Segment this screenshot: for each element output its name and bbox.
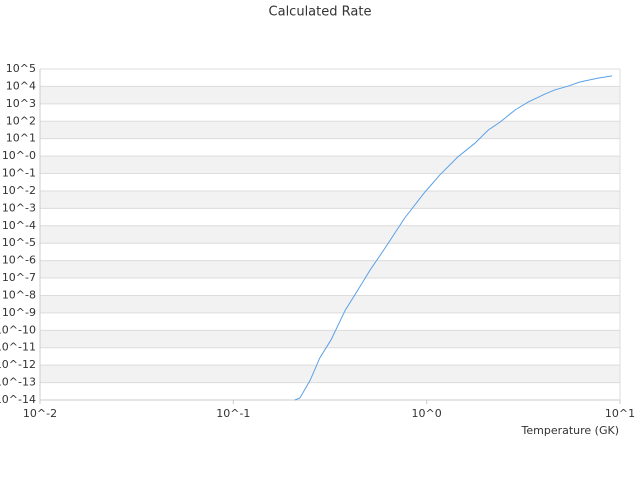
y-tick-label: 10^-4	[2, 219, 36, 232]
y-tick-label: 10^-9	[2, 306, 36, 319]
x-tick-label: 10^0	[412, 407, 442, 420]
y-tick-label: 10^-8	[2, 288, 36, 301]
y-tick-label: 10^-2	[2, 184, 36, 197]
grid-band	[40, 260, 620, 279]
y-tick-label: 10^-5	[2, 236, 36, 249]
y-tick-label: 10^5	[6, 62, 36, 75]
grid-band	[40, 225, 620, 244]
y-tick-label: 10^2	[6, 114, 36, 127]
y-tick-label: 10^-13	[0, 376, 36, 389]
y-tick-label: 10^-1	[2, 167, 36, 180]
grid-band	[40, 121, 620, 139]
y-tick-label: 10^1	[6, 132, 36, 145]
grid-band	[40, 156, 620, 174]
y-tick-label: 10^-10	[0, 323, 36, 336]
y-tick-label: 10^3	[6, 97, 36, 110]
x-tick-label: 10^-2	[23, 407, 57, 420]
y-tick-label: 10^-3	[2, 201, 36, 214]
x-tick-label: 10^-1	[216, 407, 250, 420]
y-tick-label: 10^4	[6, 79, 36, 92]
y-tick-label: 10^-11	[0, 341, 36, 354]
y-tick-label: 10^-0	[2, 149, 36, 162]
x-axis-label: Temperature (GK)	[521, 424, 620, 437]
data-line	[294, 75, 613, 401]
grid-band	[40, 86, 620, 104]
grid-band	[40, 365, 620, 383]
y-tick-label: 10^-14	[0, 393, 36, 406]
y-tick-label: 10^-12	[0, 358, 36, 371]
grid-band	[40, 190, 620, 209]
grid-band	[40, 330, 620, 348]
y-tick-label: 10^-6	[2, 254, 36, 267]
y-tick-label: 10^-7	[2, 271, 36, 284]
x-tick-label: 10^1	[605, 407, 635, 420]
grid-band	[40, 295, 620, 313]
chart-title: Calculated Rate	[269, 5, 372, 20]
